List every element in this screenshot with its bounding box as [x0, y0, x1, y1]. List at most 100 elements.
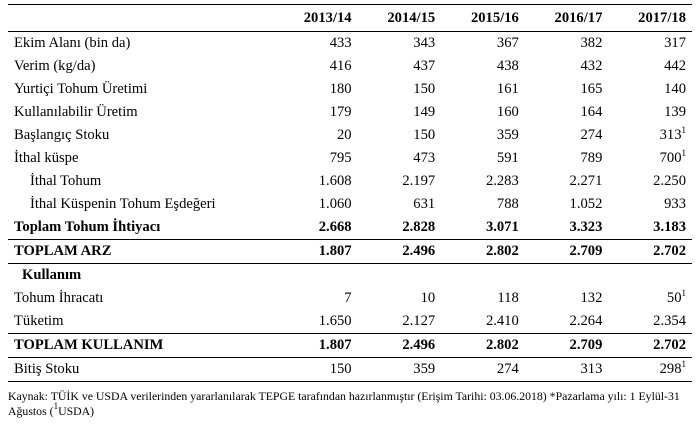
cell-value: 2.496	[357, 333, 442, 358]
cell-value: 2.709	[524, 333, 609, 358]
cell-value: 274	[580, 127, 603, 143]
source-footnote-mark: 1	[53, 401, 59, 411]
cell-value-footnoted: 501	[608, 287, 692, 310]
cell-value: 438	[496, 58, 519, 74]
cell-value: 2.802	[441, 239, 525, 264]
cell-value: 160	[496, 104, 519, 120]
cell-value: 2.127	[357, 310, 442, 334]
row-label: Verim (kg/da)	[14, 58, 96, 74]
cell-value: 1.608	[318, 173, 352, 189]
row-label: Tohum İhracatı	[14, 290, 104, 306]
cell-value: 382	[580, 35, 603, 51]
cell-value: 2.250	[653, 173, 686, 189]
footnote-mark: 1	[681, 288, 687, 298]
row-label: Ekim Alanı (bin da)	[14, 35, 131, 51]
cell-value: 2.496	[357, 239, 442, 264]
cell-value: 7	[344, 290, 352, 306]
row-label: İthal Tohum	[30, 173, 102, 189]
table-row: Tüketim 1.650 2.127 2.410 2.264 2.354	[8, 310, 692, 334]
cell-value: 789	[580, 150, 603, 166]
cell-value: 795	[329, 150, 352, 166]
cell-value: 1.052	[569, 196, 603, 212]
cell-value: 10	[420, 290, 436, 306]
cell-value: 367	[496, 35, 519, 51]
cell-value: 3.071	[441, 216, 525, 240]
table-row: Bitiş Stoku 150 359 274 313 2981	[8, 357, 692, 382]
table-row: Kullanılabilir Üretim 179 149 160 164 13…	[8, 101, 692, 124]
cell-value: 2.283	[485, 173, 519, 189]
cell-value: 2.354	[608, 310, 692, 334]
cell-value: 139	[664, 104, 686, 120]
cell-value: 2.271	[569, 173, 603, 189]
row-label: Başlangıç Stoku	[14, 127, 110, 143]
cell-value: 179	[329, 104, 352, 120]
row-label: Kullanılabilir Üretim	[14, 104, 138, 120]
cell-number: 700	[659, 150, 682, 166]
cell-value: 132	[580, 290, 603, 306]
cell-value: 432	[580, 58, 603, 74]
cell-value-footnoted: 7001	[608, 147, 692, 170]
table-row: Başlangıç Stoku 20 150 359 274 3131	[8, 124, 692, 147]
supply-use-table: 2013/14 2014/15 2015/16 2016/17 2017/18 …	[8, 4, 692, 382]
cell-number: 298	[659, 361, 682, 377]
cell-value: 2.802	[441, 333, 525, 358]
table-row: Ekim Alanı (bin da) 433 343 367 382 317	[8, 32, 692, 56]
source-note: Kaynak: TÜİK ve USDA verilerinden yararl…	[8, 389, 692, 419]
cell-value: 274	[441, 357, 525, 382]
cell-value: 180	[329, 81, 352, 97]
cell-value: 2.702	[608, 239, 692, 264]
cell-value: 20	[337, 127, 352, 143]
cell-value: 631	[413, 196, 436, 212]
cell-value: 161	[496, 81, 519, 97]
footnote-mark: 1	[681, 359, 687, 369]
cell-value: 1.807	[274, 333, 358, 358]
cell-value: 433	[329, 35, 352, 51]
cell-value: 3.183	[608, 216, 692, 240]
source-note-text: Kaynak: TÜİK ve USDA verilerinden yararl…	[8, 389, 680, 418]
cell-value: 437	[413, 58, 436, 74]
cell-value: 2.264	[524, 310, 609, 334]
header-row: 2013/14 2014/15 2015/16 2016/17 2017/18	[8, 4, 692, 32]
cell-value: 359	[357, 357, 442, 382]
cell-value: 150	[413, 81, 436, 97]
table-row-total-supply: TOPLAM ARZ 1.807 2.496 2.802 2.709 2.702	[8, 239, 692, 264]
cell-value: 149	[413, 104, 436, 120]
cell-value: 359	[496, 127, 519, 143]
row-label: Yurtiçi Tohum Üretimi	[14, 81, 148, 97]
cell-value: 2.702	[608, 333, 692, 358]
header-year: 2014/15	[357, 4, 442, 32]
row-label: Toplam Tohum İhtiyacı	[8, 216, 274, 240]
row-label: Bitiş Stoku	[8, 357, 274, 382]
footnote-mark: 1	[681, 125, 687, 135]
cell-value: 118	[497, 290, 519, 306]
cell-value: 1.650	[274, 310, 358, 334]
table-row: Verim (kg/da) 416 437 438 432 442	[8, 55, 692, 78]
cell-value: 591	[496, 150, 519, 166]
header-empty	[8, 4, 274, 32]
cell-value: 317	[664, 35, 686, 51]
cell-value: 2.668	[274, 216, 358, 240]
cell-value: 788	[496, 196, 519, 212]
cell-value: 2.709	[524, 239, 609, 264]
cell-value: 140	[664, 81, 686, 97]
cell-value: 1.807	[274, 239, 358, 264]
cell-value: 164	[580, 104, 603, 120]
source-note-text-end: USDA)	[58, 404, 95, 418]
header-year: 2016/17	[524, 4, 609, 32]
row-label: Tüketim	[8, 310, 274, 334]
empty-cell	[274, 264, 358, 288]
table-row: Yurtiçi Tohum Üretimi 180 150 161 165 14…	[8, 78, 692, 101]
table-row-total: Toplam Tohum İhtiyacı 2.668 2.828 3.071 …	[8, 216, 692, 240]
row-label: TOPLAM ARZ	[8, 239, 274, 264]
section-heading: Kullanım	[22, 267, 82, 283]
cell-value-footnoted: 3131	[608, 124, 692, 147]
header-year: 2017/18	[608, 4, 692, 32]
cell-value: 1.060	[318, 196, 352, 212]
empty-cell	[525, 264, 609, 288]
header-year: 2015/16	[441, 4, 525, 32]
table-row-total-use: TOPLAM KULLANIM 1.807 2.496 2.802 2.709 …	[8, 333, 692, 358]
cell-value: 933	[664, 196, 686, 212]
empty-cell	[358, 264, 442, 288]
cell-value: 442	[664, 58, 686, 74]
